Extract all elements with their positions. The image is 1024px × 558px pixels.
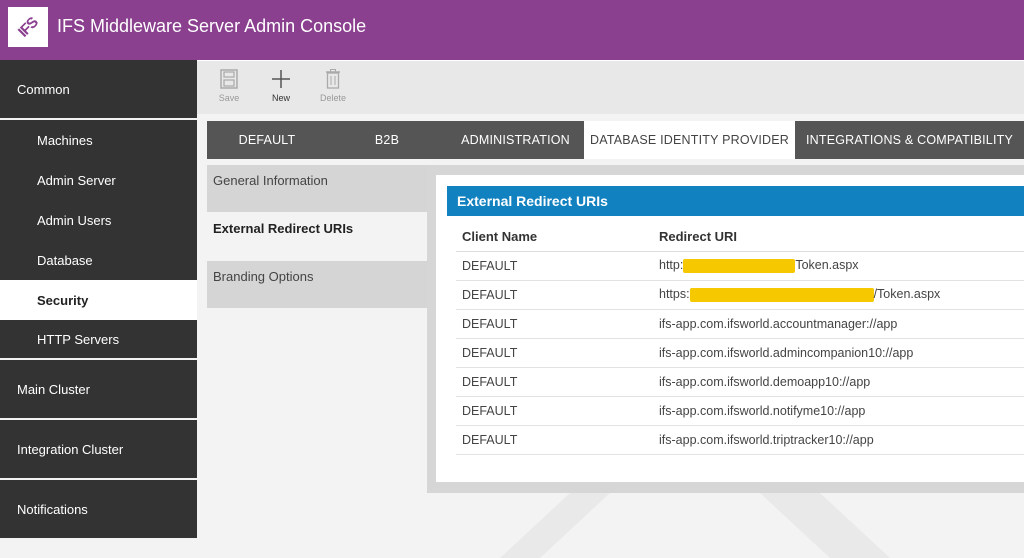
sidebar-group-main-cluster[interactable]: Main Cluster (0, 360, 197, 420)
panel-title: External Redirect URIs (447, 186, 1024, 216)
delete-button[interactable]: Delete (311, 69, 355, 103)
redirect-uri-cell: ifs-app.com.ifsworld.admincompanion10://… (653, 338, 1024, 368)
column-header-redirect-uri[interactable]: Redirect URI (653, 222, 1024, 252)
client-name-cell: DEFAULT (456, 338, 653, 368)
sidebar-item-database[interactable]: Database (0, 240, 197, 280)
client-name-cell: DEFAULT (456, 396, 653, 426)
table-row[interactable]: DEFAULT http: Token.aspx (456, 251, 1024, 281)
tab-b2b[interactable]: B2B (374, 133, 400, 147)
sidebar-item-admin-server[interactable]: Admin Server (0, 160, 197, 200)
redirect-uri-cell: ifs-app.com.ifsworld.triptracker10://app (653, 425, 1024, 455)
tab-database-identity-provider[interactable]: DATABASE IDENTITY PROVIDER (584, 121, 795, 159)
trash-icon (326, 69, 340, 89)
tab-integrations-compatibility[interactable]: INTEGRATIONS & COMPATIBILITY (805, 133, 1013, 147)
redirect-uri-cell: https:/Token.aspx (653, 280, 1024, 310)
redirect-uri-cell: ifs-app.com.ifsworld.accountmanager://ap… (653, 309, 1024, 339)
redaction-mark (689, 287, 874, 302)
toolbar: Save New Delete (197, 60, 1024, 114)
sidebar-group-integration-cluster[interactable]: Integration Cluster (0, 420, 197, 480)
client-name-cell: DEFAULT (456, 309, 653, 339)
save-button[interactable]: Save (207, 69, 251, 103)
table-header-row: Client Name Redirect URI (456, 222, 1024, 252)
table-row[interactable]: DEFAULT ifs-app.com.ifsworld.triptracker… (456, 425, 1024, 455)
delete-label: Delete (319, 93, 346, 103)
redirect-uri-cell: http: Token.aspx (653, 251, 1024, 281)
sidebar-item-admin-users[interactable]: Admin Users (0, 200, 197, 240)
section-external-redirect-uris[interactable]: External Redirect URIs (207, 213, 427, 261)
client-name-cell: DEFAULT (456, 251, 653, 281)
redirect-uri-cell: ifs-app.com.ifsworld.demoapp10://app (653, 367, 1024, 397)
redirect-uri-table: Client Name Redirect URI DEFAULT http: To… (456, 222, 1024, 455)
save-icon (220, 69, 238, 89)
sidebar-item-machines[interactable]: Machines (0, 120, 197, 160)
app-title: IFS Middleware Server Admin Console (57, 16, 367, 36)
redaction-mark (683, 258, 796, 273)
table-row[interactable]: DEFAULT ifs-app.com.ifsworld.demoapp10:/… (456, 367, 1024, 397)
sidebar-item-http-servers[interactable]: HTTP Servers (0, 320, 197, 360)
ifs-logo: IFS (8, 7, 48, 47)
new-label: New (271, 93, 290, 103)
client-name-cell: DEFAULT (456, 367, 653, 397)
column-header-client-name[interactable]: Client Name (456, 222, 653, 252)
sidebar-group-common[interactable]: Common (0, 60, 197, 120)
new-button[interactable]: New (259, 69, 303, 103)
sidebar-group-notifications[interactable]: Notifications (0, 480, 197, 540)
section-branding-options[interactable]: Branding Options (207, 261, 427, 309)
section-general-information[interactable]: General Information (207, 165, 427, 213)
section-nav: General Information External Redirect UR… (207, 165, 427, 309)
app-header: IFS IFS Middleware Server Admin Console (0, 0, 1024, 60)
redirect-uri-cell: ifs-app.com.ifsworld.notifyme10://app (653, 396, 1024, 426)
client-name-cell: DEFAULT (456, 425, 653, 455)
table-row[interactable]: DEFAULT ifs-app.com.ifsworld.admincompan… (456, 338, 1024, 368)
save-label: Save (218, 93, 240, 103)
tab-default[interactable]: DEFAULT (238, 133, 296, 147)
table-row[interactable]: DEFAULT https:/Token.aspx (456, 280, 1024, 310)
sidebar-item-security[interactable]: Security (0, 280, 197, 320)
table-row[interactable]: DEFAULT ifs-app.com.ifsworld.notifyme10:… (456, 396, 1024, 426)
plus-icon (272, 70, 290, 88)
table-row[interactable]: DEFAULT ifs-app.com.ifsworld.accountmana… (456, 309, 1024, 339)
sidebar: Common Machines Admin Server Admin Users… (0, 60, 197, 558)
tab-bar: DEFAULT B2B ADMINISTRATION DATABASE IDEN… (207, 121, 1024, 159)
background-watermark (500, 493, 890, 558)
client-name-cell: DEFAULT (456, 280, 653, 310)
tab-administration[interactable]: ADMINISTRATION (461, 133, 570, 147)
